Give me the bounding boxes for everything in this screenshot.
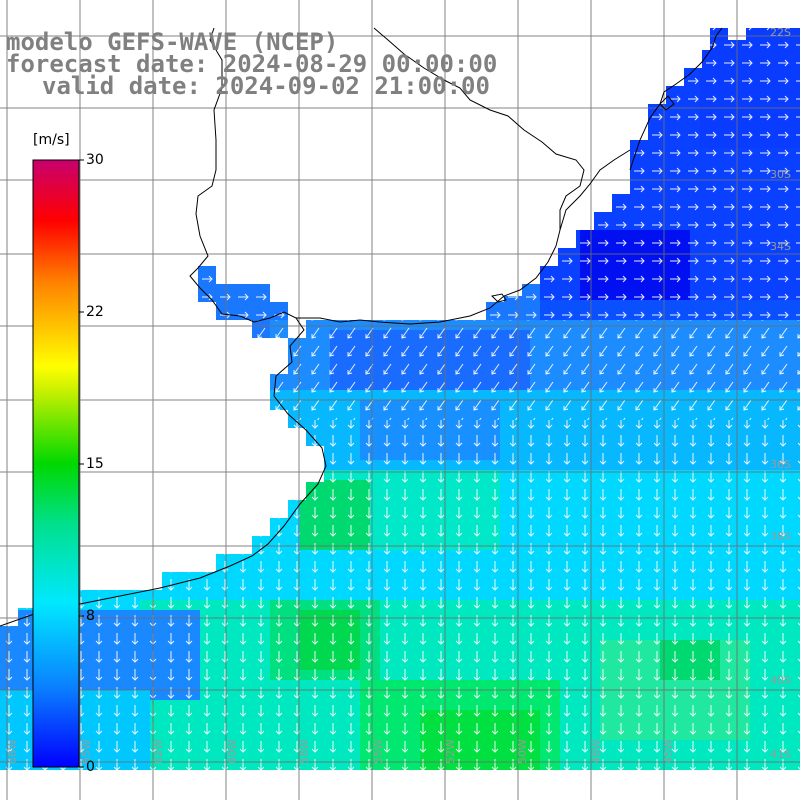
title-forecast-date: forecast date: 2024-08-29 00:00:00 — [6, 50, 498, 78]
lon-label: 48W — [590, 739, 603, 764]
lat-label: 36S — [770, 458, 791, 471]
colorbar — [32, 159, 84, 768]
lat-label: 30S — [770, 168, 791, 181]
lon-label: 52W — [444, 739, 457, 764]
lon-labels: 68W 65W 62W 60W 58W 55W 52W 50W 48W 45W — [6, 739, 675, 764]
lon-label: 68W — [6, 739, 19, 764]
lat-label: 22S — [770, 26, 791, 39]
lat-label: 38S — [770, 530, 791, 543]
lat-label: 41S — [770, 748, 791, 761]
lon-label: 58W — [298, 739, 311, 764]
lon-label: 65W — [80, 739, 93, 764]
colorbar-tick: 8 — [86, 608, 95, 624]
title-valid-date: valid date: 2024-09-02 21:00:00 — [42, 72, 490, 100]
lon-label: 50W — [516, 739, 529, 764]
colorbar-unit: [m/s] — [33, 132, 70, 148]
colorbar-gradient — [32, 159, 80, 768]
lon-label: 55W — [372, 739, 385, 764]
lon-label: 60W — [226, 739, 239, 764]
lon-label: 62W — [152, 739, 165, 764]
lat-labels: 22S 30S 34S 36S 38S 40S 41S — [770, 26, 791, 761]
lon-label: 45W — [662, 739, 675, 764]
colorbar-tick: 30 — [86, 152, 104, 168]
coastline — [0, 27, 723, 627]
lat-label: 40S — [770, 674, 791, 687]
colorbar-tick: 22 — [86, 304, 104, 320]
colorbar-tick: 15 — [86, 456, 104, 472]
lat-label: 34S — [770, 240, 791, 253]
colorbar-tick: 0 — [86, 759, 95, 775]
title-model: modelo GEFS-WAVE (NCEP) — [6, 28, 339, 56]
